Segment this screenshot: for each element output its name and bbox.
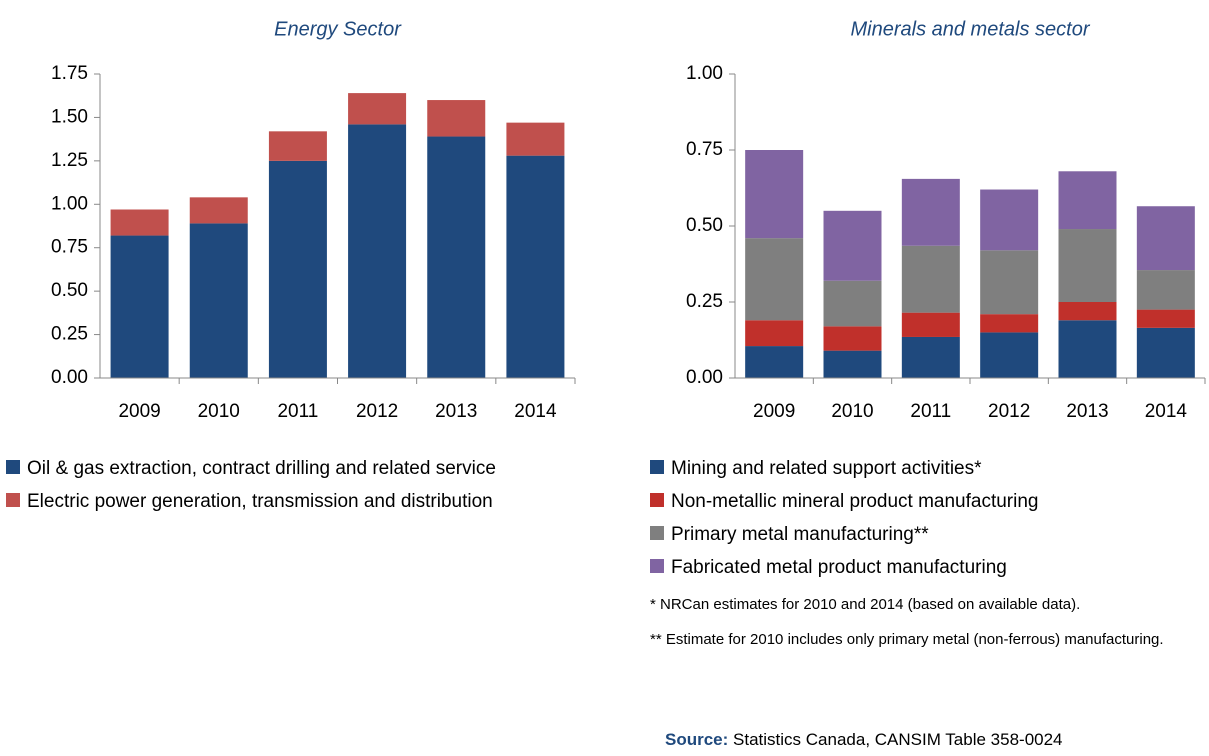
y-tick-label: 0.50	[51, 280, 88, 301]
legend-label: Primary metal manufacturing**	[671, 524, 929, 545]
y-tick-label: 0.00	[686, 367, 723, 388]
bar-segment	[189, 223, 248, 378]
x-tick-label: 2010	[831, 401, 873, 422]
y-tick-label: 0.25	[51, 324, 88, 345]
x-tick-label: 2012	[988, 401, 1030, 422]
x-tick-label: 2009	[753, 401, 795, 422]
legend-swatch	[6, 493, 20, 507]
bar-segment	[1136, 206, 1195, 271]
y-tick-label: 0.00	[51, 367, 88, 388]
y-tick-label: 1.25	[51, 150, 88, 171]
y-tick-label: 0.75	[51, 237, 88, 258]
legend-swatch	[650, 493, 664, 507]
y-tick-label: 1.00	[686, 63, 723, 84]
source-text: Statistics Canada, CANSIM Table 358-0024	[733, 730, 1063, 749]
bar-segment	[745, 346, 804, 378]
bar-segment	[1058, 320, 1117, 378]
bar-segment	[745, 238, 804, 321]
bar-segment	[823, 210, 882, 281]
bar-segment	[427, 136, 486, 378]
bar-segment	[1058, 229, 1117, 302]
bar-segment	[901, 178, 960, 246]
legend-swatch	[650, 460, 664, 474]
bar-segment	[1136, 270, 1195, 310]
y-tick-label: 0.50	[686, 215, 723, 236]
bar-segment	[268, 131, 327, 161]
y-tick-label: 1.00	[51, 193, 88, 214]
x-tick-label: 2014	[514, 401, 557, 422]
bar-segment	[1136, 327, 1195, 378]
bar-segment	[427, 100, 486, 137]
bar-segment	[980, 314, 1039, 333]
legend-label: Electric power generation, transmission …	[27, 491, 493, 512]
bar-segment	[110, 235, 169, 378]
bar-segment	[268, 160, 327, 378]
chart-title: Energy Sector	[274, 18, 402, 40]
legend-label: Fabricated metal product manufacturing	[671, 557, 1007, 578]
legend-item: Fabricated metal product manufacturing	[650, 551, 1209, 584]
bar-segment	[1058, 302, 1117, 321]
legend-item: Non-metallic mineral product manufacturi…	[650, 485, 1209, 518]
x-tick-label: 2013	[1066, 401, 1108, 422]
x-tick-label: 2014	[1145, 401, 1188, 422]
bar-segment	[980, 250, 1039, 315]
x-tick-label: 2009	[118, 401, 160, 422]
legend-item: Electric power generation, transmission …	[6, 485, 506, 518]
chart-title: Minerals and metals sector	[851, 18, 1091, 40]
y-tick-label: 1.75	[51, 63, 88, 84]
x-tick-label: 2010	[198, 401, 240, 422]
y-tick-label: 1.50	[51, 106, 88, 127]
bar-segment	[1136, 309, 1195, 328]
bar-segment	[506, 155, 565, 378]
bar-segment	[506, 122, 565, 156]
bar-segment	[823, 280, 882, 327]
y-tick-label: 0.25	[686, 291, 723, 312]
legend-swatch	[650, 559, 664, 573]
bar-segment	[980, 189, 1039, 251]
bar-segment	[901, 336, 960, 378]
legend-label: Oil & gas extraction, contract drilling …	[27, 458, 496, 479]
notes: * NRCan estimates for 2010 and 2014 (bas…	[650, 592, 1209, 662]
bar-segment	[745, 150, 804, 239]
bar-segment	[189, 197, 248, 224]
note: ** Estimate for 2010 includes only prima…	[650, 631, 1164, 648]
bar-segment	[823, 350, 882, 378]
bar-segment	[901, 245, 960, 313]
legend-item: Mining and related support activities*	[650, 452, 1209, 485]
note: * NRCan estimates for 2010 and 2014 (bas…	[650, 596, 1081, 613]
x-tick-label: 2013	[435, 401, 477, 422]
x-tick-label: 2012	[356, 401, 398, 422]
y-tick-label: 0.75	[686, 139, 723, 160]
legend: Mining and related support activities* No…	[650, 452, 1209, 584]
legend: Oil & gas extraction, contract drilling …	[6, 452, 506, 518]
x-tick-label: 2011	[277, 401, 318, 422]
bar-segment	[745, 320, 804, 347]
legend-item: Primary metal manufacturing**	[650, 518, 1209, 551]
bar-segment	[1058, 171, 1117, 230]
source: Source: Statistics Canada, CANSIM Table …	[665, 730, 1063, 750]
bar-segment	[823, 326, 882, 351]
legend-label: Non-metallic mineral product manufacturi…	[671, 491, 1039, 512]
source-label: Source:	[665, 730, 729, 749]
legend-swatch	[650, 526, 664, 540]
bar-segment	[110, 209, 169, 236]
legend-swatch	[6, 460, 20, 474]
bar-segment	[348, 124, 407, 379]
bar-segment	[348, 93, 407, 125]
legend-item: Oil & gas extraction, contract drilling …	[6, 452, 506, 485]
bar-segment	[980, 332, 1039, 378]
legend-label: Mining and related support activities*	[671, 458, 982, 479]
x-tick-label: 2011	[910, 401, 951, 422]
bar-segment	[901, 312, 960, 337]
